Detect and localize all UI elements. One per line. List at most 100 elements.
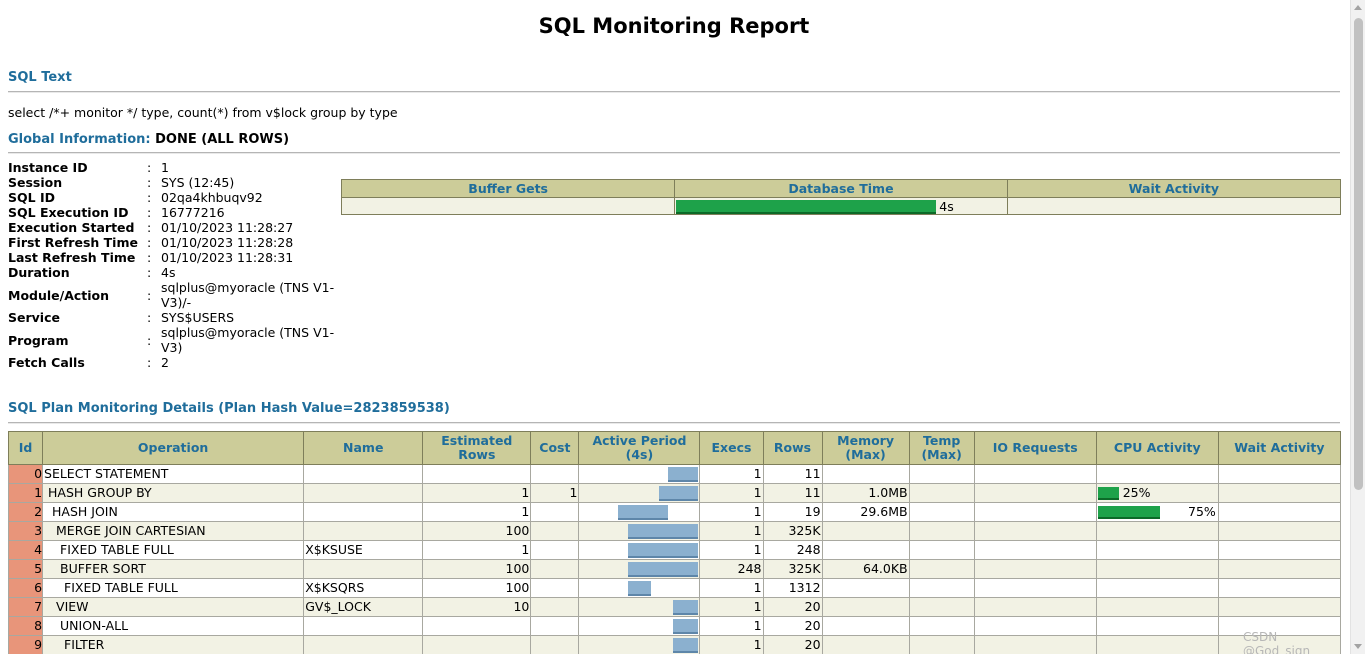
cpu-activity-value: 25% xyxy=(1122,485,1151,500)
scrollbar-thumb[interactable] xyxy=(1354,18,1363,490)
plan-cpu-activity xyxy=(1095,521,1219,541)
plan-row[interactable]: 2 HASH JOIN 1 1 19 29.6MB 75% xyxy=(7,502,1342,522)
active-period-bar[interactable] xyxy=(628,543,699,558)
plan-row[interactable]: 6 FIXED TABLE FULL X$KSQRS 100 1 1312 xyxy=(7,578,1342,598)
plan-memory: 29.6MB xyxy=(821,502,910,522)
info-colon: : xyxy=(147,250,152,265)
info-colon: : xyxy=(147,265,152,280)
info-row: Module/Action: sqlplus@myoracle (TNS V1-V… xyxy=(8,280,338,310)
plan-column-header: Operation xyxy=(42,431,305,465)
plan-name xyxy=(303,616,424,636)
plan-row[interactable]: 4 FIXED TABLE FULL X$KSUSE 1 1 248 xyxy=(7,540,1342,560)
info-row: Duration:4s xyxy=(8,265,338,280)
active-period-bar[interactable] xyxy=(673,619,699,634)
plan-cpu-activity xyxy=(1095,597,1219,617)
plan-operation: FIXED TABLE FULL xyxy=(42,578,305,598)
plan-rows: 20 xyxy=(762,597,823,617)
plan-active-period xyxy=(578,521,701,541)
plan-id: 4 xyxy=(7,540,44,560)
active-period-bar[interactable] xyxy=(673,638,699,653)
plan-row[interactable]: 8 UNION-ALL 1 20 xyxy=(7,616,1342,636)
plan-active-period xyxy=(578,540,701,560)
plan-rows: 11 xyxy=(762,464,823,484)
plan-id: 8 xyxy=(7,616,44,636)
plan-id: 9 xyxy=(7,635,44,654)
info-colon: : xyxy=(147,355,152,370)
plan-operation: UNION-ALL xyxy=(42,616,305,636)
plan-row[interactable]: 1 HASH GROUP BY 1 1 1 11 1.0MB 25% xyxy=(7,483,1342,503)
plan-column-header: Id xyxy=(7,431,44,465)
plan-id: 1 xyxy=(7,483,44,503)
plan-memory xyxy=(821,597,910,617)
plan-wait-activity xyxy=(1217,635,1342,654)
database-time-bar[interactable] xyxy=(676,200,937,214)
plan-cpu-activity: 75% xyxy=(1095,502,1219,522)
plan-cpu-activity: 25% xyxy=(1095,483,1219,503)
sql-text: select /*+ monitor */ type, count(*) fro… xyxy=(8,105,398,120)
watermark: CSDN @God_sign xyxy=(1243,630,1311,654)
info-key: Last Refresh Time xyxy=(8,250,136,265)
plan-execs: 1 xyxy=(699,616,764,636)
info-colon: : xyxy=(147,332,152,348)
info-row: SQL ID:02qa4khbuqv92 xyxy=(8,190,338,205)
active-period-bar[interactable] xyxy=(628,581,652,596)
plan-execs: 1 xyxy=(699,502,764,522)
active-period-bar[interactable] xyxy=(628,524,699,539)
info-value: 2 xyxy=(161,355,169,370)
plan-wait-activity xyxy=(1217,540,1342,560)
plan-cost xyxy=(530,464,580,484)
plan-rows: 1312 xyxy=(762,578,823,598)
plan-temp xyxy=(908,464,975,484)
plan-cost xyxy=(530,578,580,598)
database-time-cell: 4s xyxy=(674,197,1008,215)
cpu-activity-bar[interactable] xyxy=(1097,506,1160,519)
plan-temp xyxy=(908,559,975,579)
plan-execs: 1 xyxy=(699,597,764,617)
info-value: 01/10/2023 11:28:28 xyxy=(161,235,294,250)
plan-operation: HASH JOIN xyxy=(42,502,305,522)
divider xyxy=(8,152,1340,154)
info-row: First Refresh Time:01/10/2023 11:28:28 xyxy=(8,235,338,250)
plan-row[interactable]: 0 SELECT STATEMENT 1 11 xyxy=(7,464,1342,484)
plan-row[interactable]: 5 BUFFER SORT 100 248 325K 64.0KB xyxy=(7,559,1342,579)
plan-operation: MERGE JOIN CARTESIAN xyxy=(42,521,305,541)
plan-cost xyxy=(530,635,580,654)
plan-execs: 1 xyxy=(699,464,764,484)
plan-active-period xyxy=(578,483,701,503)
plan-row[interactable]: 3 MERGE JOIN CARTESIAN 100 1 325K xyxy=(7,521,1342,541)
active-period-bar[interactable] xyxy=(618,505,669,520)
info-value: sqlplus@myoracle (TNS V1-V3)/- xyxy=(161,280,335,310)
cpu-activity-bar[interactable] xyxy=(1097,487,1119,500)
plan-wait-activity xyxy=(1217,578,1342,598)
plan-io-requests xyxy=(973,502,1097,522)
info-key: Program xyxy=(8,332,69,348)
info-row: SQL Execution ID:16777216 xyxy=(8,205,338,220)
plan-estimated-rows xyxy=(422,635,532,654)
info-key: First Refresh Time xyxy=(8,235,138,250)
plan-rows: 20 xyxy=(762,635,823,654)
plan-estimated-rows xyxy=(422,464,532,484)
info-row: Service: SYS$USERS xyxy=(8,310,338,325)
info-value: 01/10/2023 11:28:31 xyxy=(161,250,294,265)
active-period-bar[interactable] xyxy=(668,467,699,482)
plan-column-header: Wait Activity xyxy=(1217,431,1342,465)
plan-rows: 325K xyxy=(762,559,823,579)
plan-active-period xyxy=(578,464,701,484)
info-value: SYS (12:45) xyxy=(161,175,235,190)
active-period-bar[interactable] xyxy=(673,600,699,615)
database-time-value: 4s xyxy=(939,199,954,214)
vertical-scrollbar[interactable] xyxy=(1350,0,1365,654)
plan-row[interactable]: 9 FILTER 1 20 xyxy=(7,635,1342,654)
plan-io-requests xyxy=(973,635,1097,654)
active-period-bar[interactable] xyxy=(628,562,699,577)
active-period-bar[interactable] xyxy=(659,486,699,501)
plan-row[interactable]: 7 VIEW GV$_LOCK 10 1 20 xyxy=(7,597,1342,617)
plan-id: 7 xyxy=(7,597,44,617)
cpu-activity-value: 75% xyxy=(1188,504,1216,519)
scroll-down-icon[interactable] xyxy=(1354,644,1362,649)
plan-column-header: Cost xyxy=(530,431,580,465)
plan-name xyxy=(303,502,424,522)
plan-estimated-rows: 1 xyxy=(422,483,532,503)
scroll-up-icon[interactable] xyxy=(1354,5,1362,10)
info-key: Duration xyxy=(8,265,70,280)
